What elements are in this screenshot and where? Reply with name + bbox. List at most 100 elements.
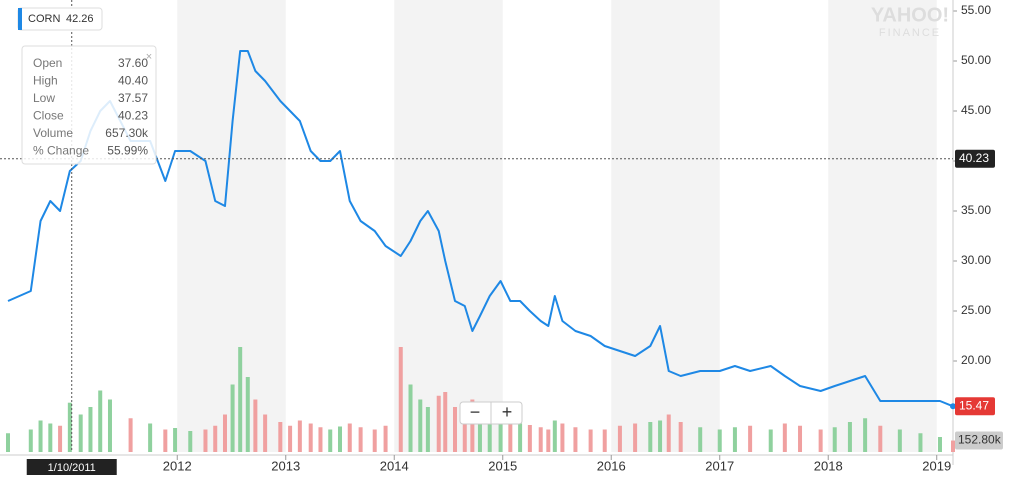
volume-bar [418,399,423,452]
volume-bar [633,423,638,452]
volume-bar [658,420,663,452]
volume-bar [470,399,475,452]
volume-bar [918,433,923,452]
x-tick-label: 2014 [380,458,409,473]
year-band [828,0,937,452]
volume-bar [230,384,235,452]
volume-bar [188,431,193,452]
volume-bar [398,347,403,452]
x-tick-label: 2013 [271,458,300,473]
volume-bar [462,414,467,452]
volume-bar [38,420,43,452]
watermark: FINANCE [879,27,941,39]
volume-bar [347,423,352,452]
tooltip [21,45,157,165]
volume-bar [602,429,607,452]
volume-bar [443,392,448,452]
volume-bar [263,414,268,452]
tooltip-label: Low [33,91,55,105]
zoom-button[interactable]: + [502,402,513,422]
volume-bar [538,427,543,452]
tooltip-close[interactable]: × [146,51,152,63]
y-tick-label: 45.00 [961,103,991,117]
year-band [611,0,720,452]
volume-bar [818,429,823,452]
x-tick-label: 2012 [163,458,192,473]
volume-bar [48,423,53,452]
volume-bar [425,407,430,452]
y-tick-label: 30.00 [961,253,991,267]
crosshair-date: 1/10/2011 [48,462,96,474]
volume-bar [107,399,112,452]
x-tick-label: 2015 [488,458,517,473]
volume-bar [253,399,258,452]
volume-bar [78,414,83,452]
volume-bar [453,407,458,452]
symbol-tag-accent [18,8,22,30]
volume-bar [698,427,703,452]
year-band [177,0,286,452]
volume-bar [148,423,153,452]
volume-bar [58,425,63,452]
volume-bar [768,429,773,452]
volume-bar [297,420,302,452]
volume-bar [487,414,492,452]
volume-bar [732,427,737,452]
volume-bar [508,422,513,452]
tooltip-label: % Change [33,144,89,158]
volume-bar [798,425,803,452]
tooltip-label: Close [33,109,64,123]
year-bands [177,0,937,452]
volume-bar [173,428,178,452]
volume-bar [546,429,551,452]
x-tick-label: 2016 [597,458,626,473]
volume-bar [666,414,671,452]
tooltip-value: 37.57 [118,91,148,105]
volume-bar [552,420,557,452]
volume-bar [897,429,902,452]
tooltip-label: Open [33,56,62,70]
volume-bar [98,390,103,452]
tooltip-label: High [33,74,58,88]
volume-bar [937,437,942,452]
volume-bar [328,429,333,452]
volume-bar [203,429,208,452]
volume-bar [573,427,578,452]
watermark: YAHOO! [871,4,949,26]
volume-bar [847,422,852,452]
volume-bar [358,427,363,452]
volume-bar [477,403,482,452]
volume-bar [832,427,837,452]
volume-bar [518,423,523,452]
volume-bar [163,429,168,452]
volume-bar [782,423,787,452]
volume-bar [748,425,753,452]
volume-bar [67,402,72,452]
crosshair-value-box [955,149,995,168]
volume-bar [878,425,883,452]
price-line [7,50,954,408]
x-tick-label: 2017 [705,458,734,473]
y-tick-label: 20.00 [961,353,991,367]
volume-bar [951,440,955,452]
volume-bar [588,429,593,452]
last-volume: 152.80k [958,433,1002,447]
volume-bar [617,425,622,452]
last-point [950,403,956,410]
volume-bar [28,429,33,452]
zoom-button[interactable]: − [470,402,481,422]
tooltip-value: 40.23 [118,109,148,123]
tooltip-value: 37.60 [118,56,148,70]
crosshair-value: 40.23 [959,151,989,165]
volume-bar [128,418,133,452]
volume-bar [245,377,250,452]
y-tick-label: 35.00 [961,203,991,217]
crosshair-date-box [26,459,117,477]
x-tick-label: 2019 [922,458,951,473]
volume-bar [372,429,377,452]
volume-bar [288,425,293,452]
legend-price: 42.26 [66,13,94,25]
volume-bar [560,423,565,452]
x-tick-label: 2018 [814,458,843,473]
